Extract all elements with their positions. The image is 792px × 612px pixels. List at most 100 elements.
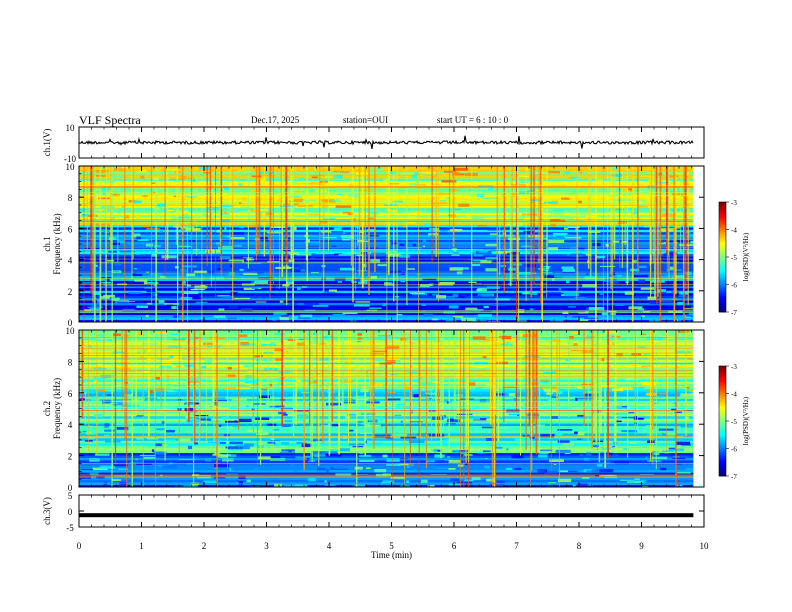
spectrogram-cell <box>406 480 409 484</box>
spectrogram-cell <box>448 305 459 309</box>
spectrogram-cell <box>453 248 457 252</box>
spectrogram-cell <box>572 316 589 318</box>
spectrogram-cell <box>153 284 156 286</box>
spectrogram-cell <box>679 244 694 246</box>
colorbar-cell <box>719 290 726 293</box>
spectrogram-cell <box>449 438 465 442</box>
spectrogram-cell <box>81 214 89 217</box>
y-tick-label: 4 <box>68 420 73 430</box>
spectrogram-cell <box>429 397 432 400</box>
spectrogram-cell <box>118 299 130 303</box>
spectrogram-cell <box>300 199 316 201</box>
spectrogram-cell <box>205 187 211 190</box>
spectrogram-cell <box>622 187 626 192</box>
spectrogram-cell <box>452 316 464 318</box>
colorbar-cell <box>719 240 726 243</box>
spectrogram-cell <box>258 287 262 289</box>
spectrogram-cell <box>145 243 154 247</box>
colorbar-cell <box>719 213 726 216</box>
spectrogram-cell <box>112 479 121 481</box>
spectrogram-cell <box>585 371 595 373</box>
spectrogram-cell <box>97 362 103 367</box>
spectrogram-cell <box>684 410 694 412</box>
spectrogram-cell <box>615 353 623 357</box>
spectrogram-cell <box>577 414 585 417</box>
spectrogram-cell <box>90 397 100 401</box>
spectrogram-cell <box>544 185 555 188</box>
spectrogram-cell <box>337 194 342 195</box>
colorbar-cell <box>719 273 726 276</box>
spectrogram-cell <box>232 425 238 428</box>
colorbar-cell <box>719 443 726 446</box>
spectrogram-cell <box>225 420 240 423</box>
spectrogram-cell <box>544 470 558 474</box>
spectrogram-cell <box>389 250 397 254</box>
spectrogram-cell <box>342 312 358 315</box>
colorbar-tick-label: -6 <box>731 446 737 454</box>
spectrogram-cell <box>384 357 400 361</box>
colorbar-cell <box>719 459 726 462</box>
colorbar-cell <box>719 419 726 422</box>
spectrogram-cell <box>391 433 408 437</box>
colorbar-cell <box>719 302 726 306</box>
spectrogram-cell <box>418 434 428 437</box>
spectrogram-cell <box>429 285 433 288</box>
spectrogram-cell <box>564 315 567 318</box>
spectrogram-cell <box>382 480 395 484</box>
waveform_top-trace <box>78 135 694 150</box>
spectrogram-cell <box>279 316 289 321</box>
colorbar-tick-label: -5 <box>731 418 737 426</box>
spectrogram-cell <box>586 272 589 275</box>
spectrogram-cell <box>672 402 676 404</box>
spectrogram-row <box>79 258 694 262</box>
colorbar-cell <box>719 279 726 282</box>
spectrogram-cell <box>550 211 564 215</box>
spectrogram-cell <box>421 304 427 306</box>
spectrogram-cell <box>156 419 163 422</box>
spectrogram-cell <box>227 449 243 452</box>
spectrogram-cell <box>558 288 562 291</box>
spectrogram-cell <box>328 449 342 452</box>
spectrogram-cell <box>664 451 670 454</box>
spectrogram-cell <box>471 215 485 220</box>
spectrogram-cell <box>371 383 383 387</box>
y-tick-label: 8 <box>68 193 73 203</box>
spectrogram-cell <box>256 443 273 445</box>
colorbar-cell <box>719 397 726 400</box>
spectrogram-cell <box>301 391 311 394</box>
spectrogram-cell <box>256 359 272 362</box>
y-tick-label: 0 <box>68 318 73 328</box>
spectrogram-cell <box>550 320 564 322</box>
spectrogram-cell <box>623 207 635 211</box>
spectrogram-cell <box>464 363 467 366</box>
spectrogram-cell <box>545 294 550 297</box>
spectrogram-cell <box>374 434 391 438</box>
spectrogram-cell <box>560 338 567 341</box>
spectrogram-cell <box>618 387 634 391</box>
spectrogram-cell <box>136 350 141 354</box>
colorbar-cell <box>719 220 726 223</box>
spectrogram-cell <box>501 343 513 346</box>
spectrogram-cell <box>468 281 477 283</box>
spectrogram-cell <box>198 418 212 421</box>
spectrogram-cell <box>306 213 319 215</box>
spectrogram-cell <box>194 285 208 289</box>
spectrogram-cell <box>383 191 397 195</box>
spectrogram-cell <box>349 320 357 322</box>
spectrogram-cell <box>99 349 114 351</box>
spectrogram-cell <box>370 275 377 279</box>
spectrogram-cell <box>423 313 434 317</box>
spectrogram-cell <box>134 279 148 282</box>
colorbar-cell <box>719 393 726 396</box>
spectrogram-cell <box>544 201 558 204</box>
spectrogram-cell <box>309 174 326 177</box>
spectrogram-cell <box>642 381 655 386</box>
spectrogram-cell <box>464 463 468 466</box>
spectrogram-cell <box>246 429 263 433</box>
spectrogram-cell <box>636 346 646 349</box>
spectrogram-cell <box>470 252 478 254</box>
spectrogram-cell <box>144 397 158 401</box>
spectrogram-cell <box>168 428 172 431</box>
spectrogram-cell <box>672 457 686 459</box>
colorbar-cell <box>719 446 726 449</box>
